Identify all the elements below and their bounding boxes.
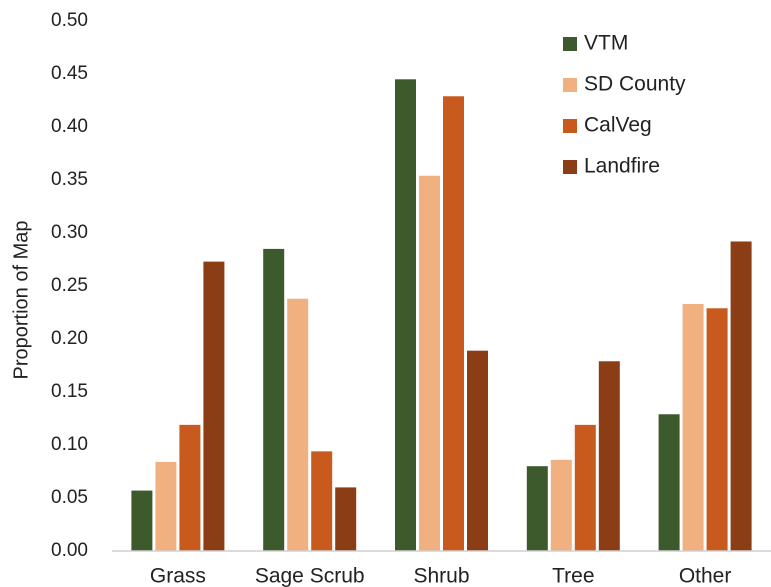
bar [131, 490, 153, 551]
legend-swatch [563, 160, 577, 174]
legend-label: CalVeg [584, 114, 652, 137]
bar [467, 350, 488, 551]
legend-swatch [563, 78, 577, 92]
y-tick-label: 0.20 [51, 328, 88, 349]
bar [155, 461, 177, 551]
x-tick-label: Shrub [413, 565, 469, 587]
bar [526, 466, 548, 551]
legend-label: VTM [584, 32, 628, 55]
bar [443, 96, 464, 551]
y-tick-label: 0.50 [51, 10, 88, 31]
bar [311, 451, 333, 551]
legend-swatch [563, 119, 577, 133]
y-axis-label: Proportion of Map [10, 221, 32, 380]
legend-swatch [563, 37, 577, 51]
y-tick-label: 0.10 [51, 434, 88, 455]
bar [730, 241, 752, 552]
y-tick-label: 0.15 [51, 381, 88, 402]
bar [574, 424, 596, 551]
x-tick-label: Other [679, 565, 732, 587]
y-tick-label: 0.00 [51, 540, 88, 561]
y-tick-label: 0.30 [51, 222, 88, 243]
y-tick-label: 0.25 [51, 275, 88, 296]
bar [203, 261, 225, 551]
bar [550, 459, 572, 551]
bar [706, 308, 728, 551]
y-tick-label: 0.45 [51, 63, 88, 84]
x-tick-label: Tree [552, 565, 594, 587]
y-tick-label: 0.40 [51, 116, 88, 137]
bar [179, 424, 201, 551]
bar [598, 361, 620, 551]
bar [682, 304, 704, 551]
bar [419, 175, 440, 551]
y-tick-label: 0.35 [51, 169, 88, 190]
y-tick-label: 0.05 [51, 487, 88, 508]
x-tick-label: Sage Scrub [255, 565, 365, 587]
bar [263, 248, 285, 551]
bar [395, 79, 416, 552]
bar [335, 487, 357, 551]
bar [658, 414, 680, 551]
bar [287, 298, 309, 551]
legend-label: Landfire [584, 155, 660, 178]
legend-label: SD County [584, 73, 686, 96]
x-tick-label: Grass [150, 565, 206, 587]
